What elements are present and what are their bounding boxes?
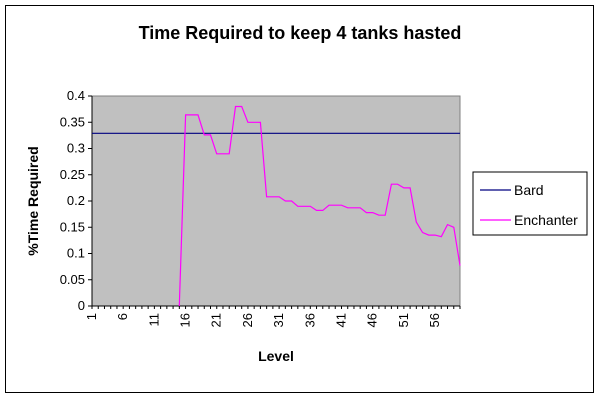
series-line-enchanter: [178, 105, 461, 307]
legend-box: [472, 171, 588, 236]
y-tick-label: 0.25: [60, 167, 85, 182]
y-axis: 0 0.05 0.1 0.15 0.2 0.25 0.3 0.35 0.4: [60, 88, 93, 313]
x-tick-label: 26: [240, 313, 255, 327]
x-tick-label: 46: [365, 313, 380, 327]
legend-label-enchanter: Enchanter: [514, 212, 578, 228]
x-tick-label: 56: [427, 313, 442, 327]
x-tick-label: 36: [302, 313, 317, 327]
y-tick-label: 0.4: [67, 88, 85, 103]
y-tick-label: 0: [78, 298, 85, 313]
chart-title: Time Required to keep 4 tanks hasted: [139, 23, 462, 43]
x-tick-label: 16: [178, 313, 193, 327]
legend: Bard Enchanter: [472, 171, 588, 236]
x-axis: 1 6 11 16 21 26 31 36 41 46 51 56: [84, 305, 461, 327]
y-tick-label: 0.35: [60, 114, 85, 129]
x-tick-label: 6: [115, 313, 130, 320]
y-axis-title: %Time Required: [25, 146, 41, 255]
x-tick-label: 1: [84, 313, 99, 320]
series-layer: [92, 105, 461, 307]
x-tick-label: 11: [146, 313, 161, 327]
y-tick-label: 0.05: [60, 272, 85, 287]
x-axis-title: Level: [258, 348, 294, 364]
line-chart: Time Required to keep 4 tanks hasted 0 0.…: [25, 23, 588, 364]
y-tick-label: 0.15: [60, 219, 85, 234]
y-tick-label: 0.1: [67, 246, 85, 261]
chart-frame: Time Required to keep 4 tanks hasted 0 0.…: [5, 5, 594, 393]
plot-area: [91, 95, 461, 307]
x-tick-label: 31: [271, 313, 286, 327]
x-tick-label: 21: [209, 313, 224, 327]
x-tick-label: 41: [333, 313, 348, 327]
x-tick-label: 51: [396, 313, 411, 327]
y-tick-label: 0.2: [67, 193, 85, 208]
y-tick-label: 0.3: [67, 141, 85, 156]
legend-label-bard: Bard: [514, 182, 544, 198]
